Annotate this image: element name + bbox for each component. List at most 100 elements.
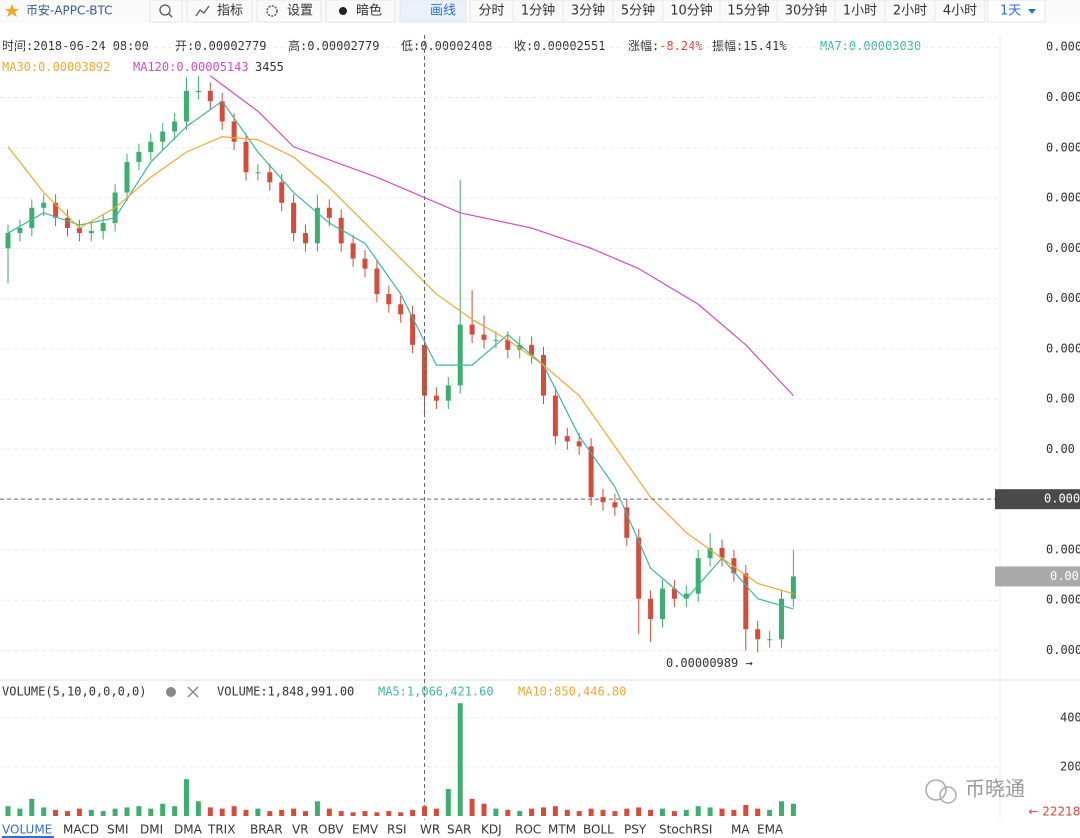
indicator-tab[interactable]: PSY bbox=[624, 823, 647, 837]
favorite-star[interactable] bbox=[5, 4, 19, 17]
candle-body bbox=[29, 207, 35, 229]
volume-bar bbox=[243, 809, 249, 816]
settings-icon bbox=[266, 5, 278, 17]
candle-body bbox=[422, 344, 427, 396]
info-item: 收:0.00002551 bbox=[514, 39, 605, 53]
tool-button[interactable] bbox=[399, 0, 467, 23]
period-label: 3分钟 bbox=[571, 3, 605, 19]
candle-body bbox=[576, 441, 582, 447]
y-tick-label: 0.000 bbox=[1046, 542, 1080, 556]
indicator-tab[interactable]: OBV bbox=[318, 823, 344, 837]
candle-body bbox=[790, 576, 796, 599]
period-label: 4小时 bbox=[943, 4, 977, 19]
y-tick-label: 0.000 bbox=[1046, 593, 1080, 607]
indicator-tab[interactable]: SAR bbox=[447, 823, 471, 837]
tool-button[interactable] bbox=[325, 0, 396, 23]
info-value: 0.00002779 bbox=[194, 39, 266, 53]
volume-close-icon[interactable] bbox=[187, 686, 199, 698]
period-dropdown[interactable] bbox=[1028, 9, 1036, 14]
candle-body bbox=[541, 355, 546, 396]
search-button[interactable] bbox=[149, 0, 183, 23]
y-tick-label: 0.000 bbox=[1046, 341, 1080, 355]
indicator-tab[interactable]: BOLL bbox=[583, 823, 614, 837]
period-button[interactable] bbox=[987, 0, 1046, 23]
indicator-tab[interactable]: DMI bbox=[140, 823, 163, 837]
candle-body bbox=[243, 141, 249, 173]
indicator-tab[interactable]: VOLUME bbox=[2, 823, 52, 837]
candle-body bbox=[184, 90, 189, 122]
indicator-tab[interactable]: WR bbox=[420, 823, 440, 837]
candle-body bbox=[53, 202, 59, 218]
candle-body bbox=[195, 90, 201, 92]
period-label: 1天 bbox=[1000, 4, 1021, 19]
indicator-tab[interactable]: RSI bbox=[387, 823, 407, 837]
volume-bar bbox=[517, 811, 523, 816]
info-value: 0.00002408 bbox=[420, 39, 492, 53]
volume-bar bbox=[529, 808, 535, 816]
search-icon[interactable] bbox=[159, 4, 171, 16]
y-tick-label: 0.000 bbox=[1046, 140, 1080, 154]
indicator-tab[interactable]: EMV bbox=[352, 823, 379, 837]
indicator-tab[interactable]: ROC bbox=[515, 823, 541, 837]
indicator-tab[interactable]: BRAR bbox=[250, 823, 283, 837]
candle-body bbox=[362, 258, 368, 269]
volume-bar bbox=[422, 806, 427, 816]
period-label: 10分钟 bbox=[670, 3, 713, 19]
candle-body bbox=[564, 436, 570, 442]
info-label: 涨幅: bbox=[628, 38, 659, 53]
indicator-tab[interactable]: VR bbox=[292, 823, 309, 837]
watermark-icon bbox=[925, 779, 947, 801]
volume-bar bbox=[660, 808, 665, 816]
info-label: 收: bbox=[514, 39, 533, 53]
period-label: 15分钟 bbox=[727, 3, 770, 19]
info-value: 0.00002779 bbox=[307, 39, 379, 53]
volume-bar bbox=[600, 809, 606, 816]
candle-body bbox=[41, 202, 47, 208]
tool-button[interactable] bbox=[186, 0, 253, 23]
indicator-tab[interactable]: SMI bbox=[107, 823, 129, 837]
tool-button[interactable] bbox=[256, 0, 322, 23]
indicator-tab[interactable]: MTM bbox=[548, 823, 576, 837]
footer-id: ← 2221843 bbox=[1028, 805, 1080, 819]
volume-bar bbox=[338, 811, 344, 816]
candle-body bbox=[529, 344, 535, 356]
candle-body bbox=[481, 334, 487, 340]
indicator-tab[interactable]: KDJ bbox=[481, 823, 502, 837]
tool-label: 画线 bbox=[430, 4, 456, 19]
volume-bar bbox=[374, 812, 380, 816]
volume-bar bbox=[326, 808, 332, 816]
search-icon-handle bbox=[168, 13, 173, 18]
last-price-label: 0.00 bbox=[1050, 569, 1079, 583]
volume-bar bbox=[350, 812, 356, 816]
indicator-tab[interactable]: DMA bbox=[174, 823, 203, 837]
indicator-tab[interactable]: TRIX bbox=[207, 823, 235, 837]
candle-body bbox=[5, 233, 11, 249]
indicator-tab[interactable]: MA bbox=[731, 823, 750, 837]
info-value: 15.41% bbox=[743, 39, 787, 53]
candle-body bbox=[267, 172, 273, 183]
volume-bar bbox=[636, 807, 642, 816]
y-tick-label: 0.000 bbox=[1046, 241, 1080, 255]
volume-settings-icon[interactable] bbox=[166, 687, 176, 697]
info-label: 低: bbox=[401, 39, 420, 53]
period-button[interactable] bbox=[934, 0, 986, 23]
volume-bar bbox=[624, 808, 630, 816]
volume-bar bbox=[564, 809, 570, 816]
volume-bar bbox=[207, 807, 213, 816]
volume-bar bbox=[505, 809, 511, 816]
info-item: MA120:0.00005143 bbox=[133, 60, 249, 74]
candle-body bbox=[445, 385, 451, 401]
volume-bar bbox=[541, 807, 546, 816]
candle-body bbox=[624, 507, 630, 538]
indicator-tab[interactable]: EMA bbox=[757, 823, 784, 837]
info-item: 振幅:15.41% bbox=[712, 38, 787, 53]
candle-body bbox=[469, 324, 475, 335]
indicator-tab[interactable]: StochRSI bbox=[659, 823, 712, 837]
candle-body bbox=[671, 588, 677, 599]
volume-bar bbox=[493, 808, 499, 816]
volume-bar bbox=[29, 798, 35, 816]
candle-body bbox=[398, 304, 404, 315]
volume-bar bbox=[386, 811, 392, 816]
indicator-tab[interactable]: MACD bbox=[63, 823, 99, 837]
